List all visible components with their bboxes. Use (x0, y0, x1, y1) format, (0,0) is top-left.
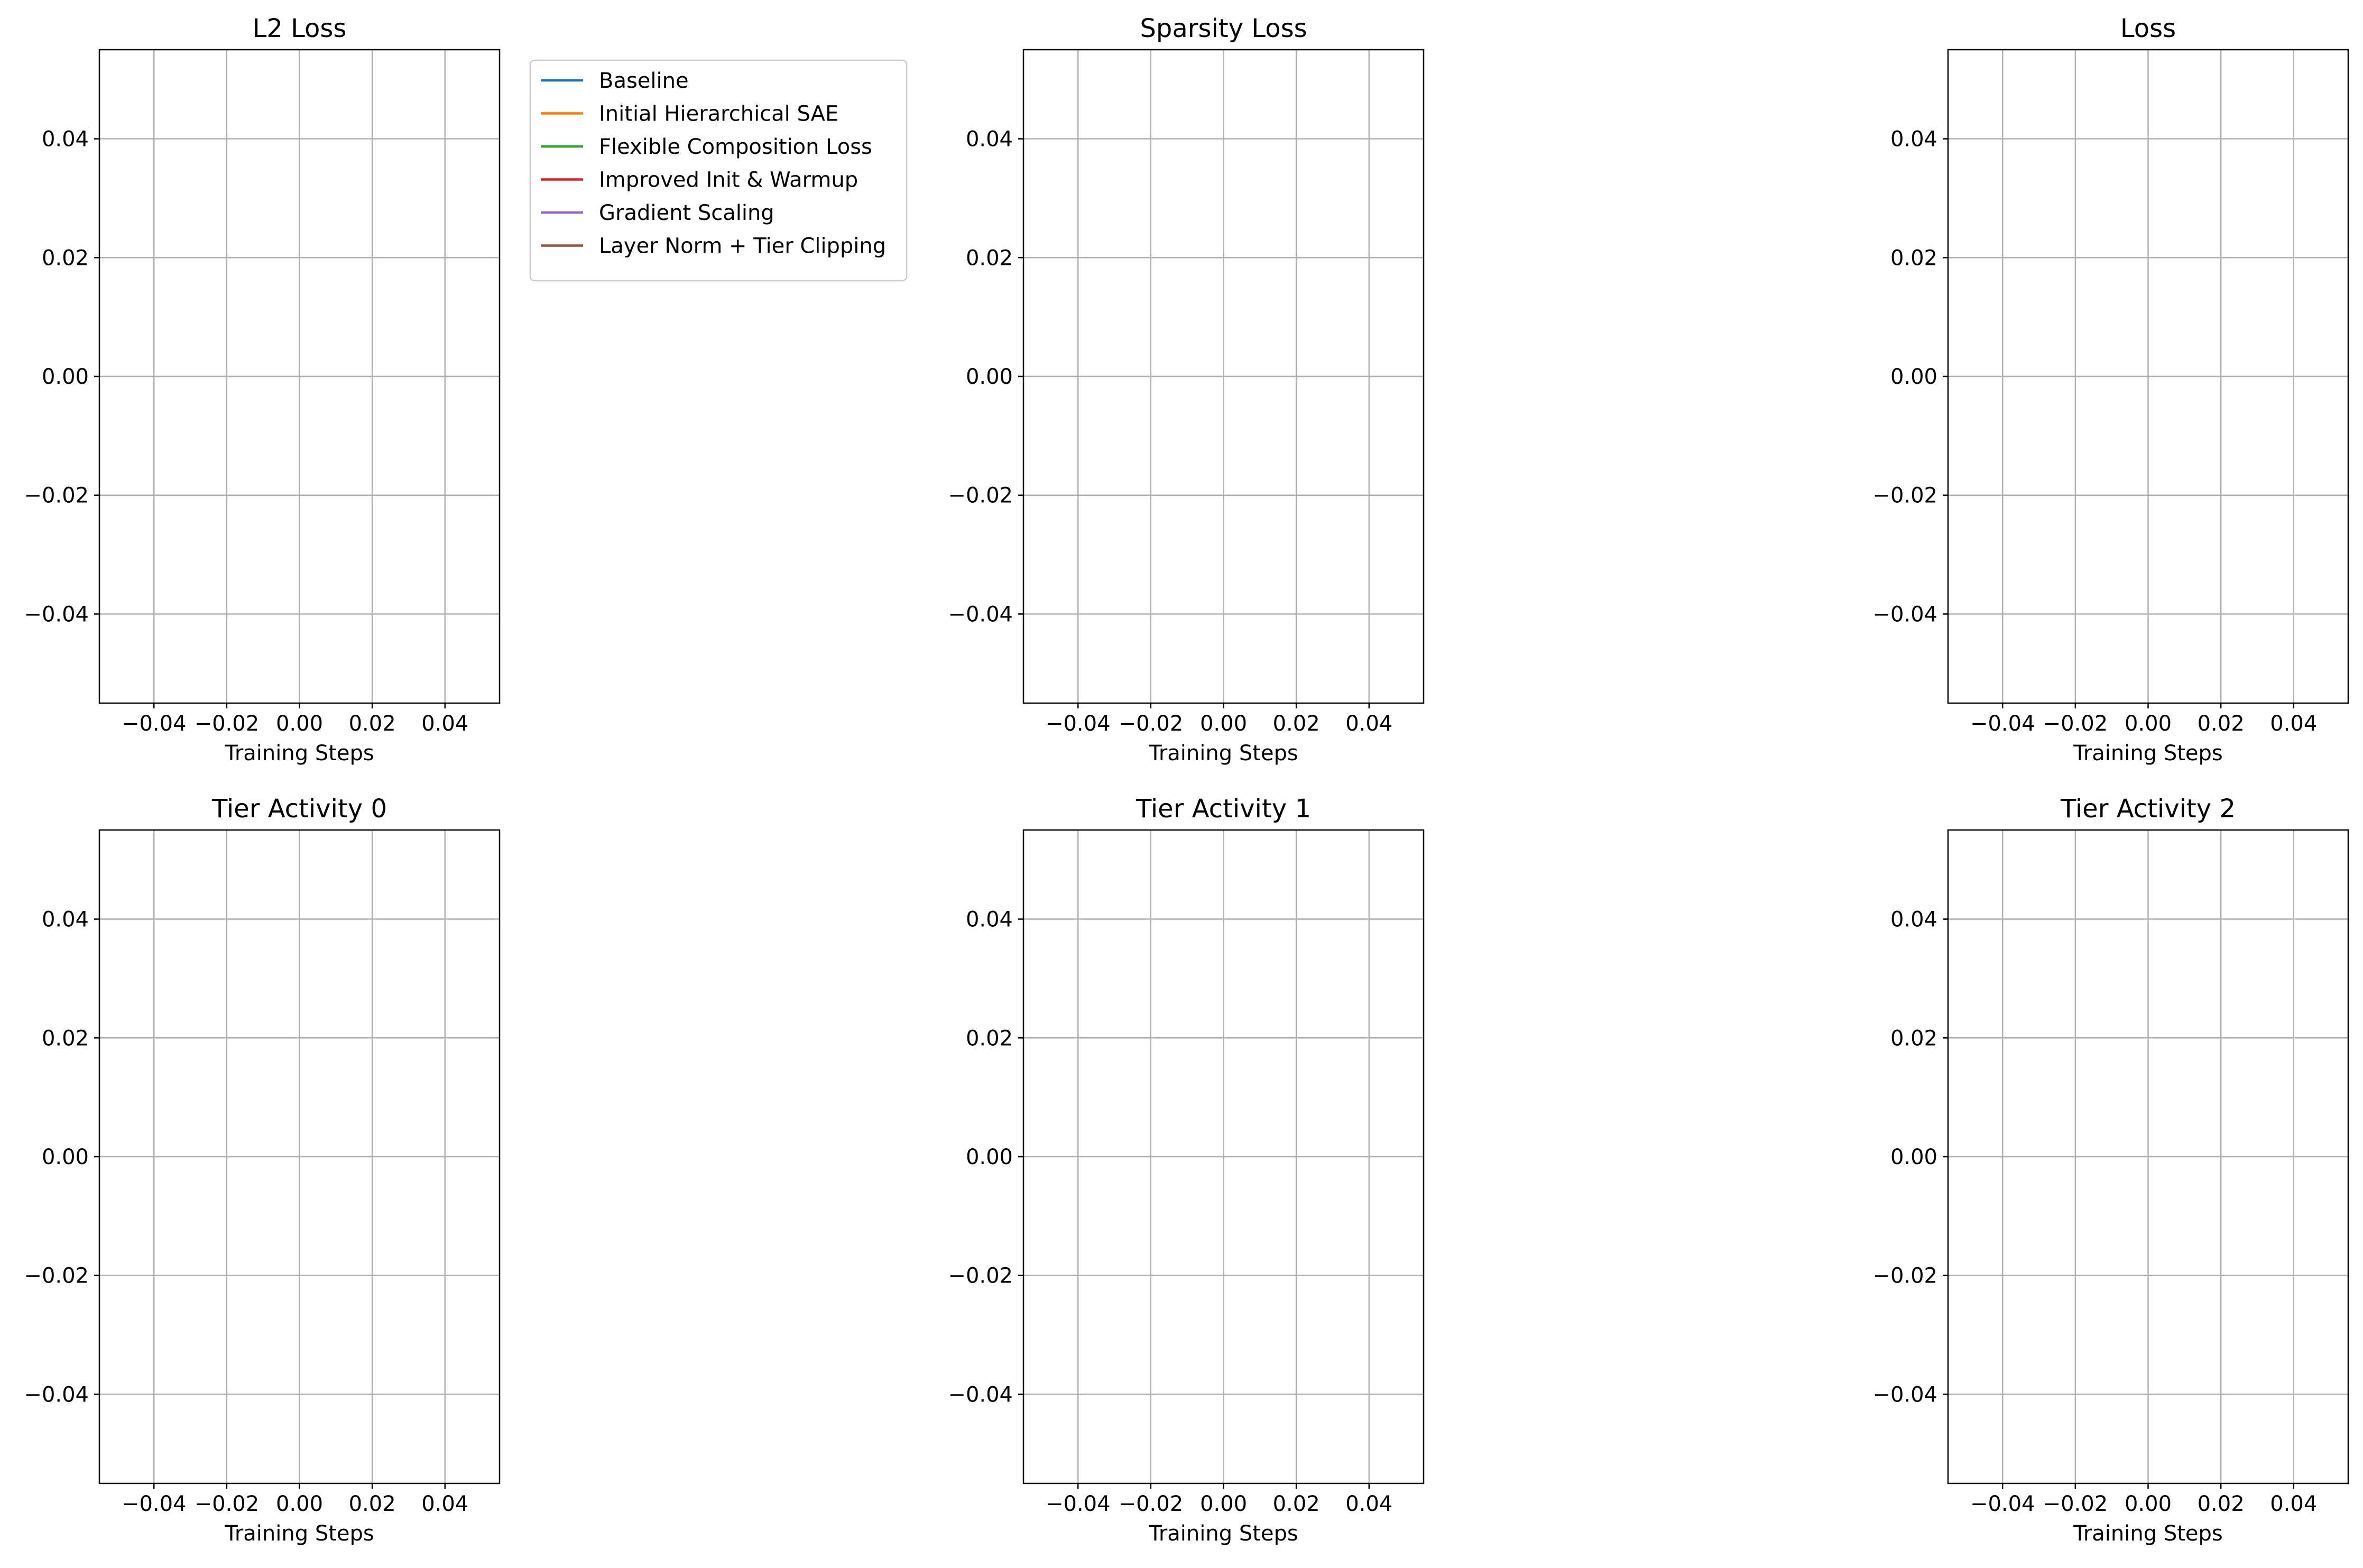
legend-label: Baseline (599, 69, 689, 93)
x-tick-label: 0.04 (2270, 1492, 2317, 1516)
x-tick-label: 0.00 (276, 1492, 323, 1516)
y-tick-label: 0.04 (966, 908, 1013, 932)
x-axis-label: Training Steps (224, 1521, 374, 1546)
x-tick-label: 0.00 (276, 712, 323, 736)
x-tick-label: 0.04 (1345, 1492, 1392, 1516)
y-tick-label: −0.04 (1872, 602, 1937, 626)
x-tick-label: −0.02 (195, 1492, 260, 1516)
legend-label: Initial Hierarchical SAE (599, 102, 838, 126)
chart-panel: −0.04 −0.02 0.00 0.02 0.04 −0.04 −0.02 0.00 0.02… (948, 14, 1425, 765)
panel-title: L2 Loss (253, 14, 347, 43)
x-tick-label: 0.04 (1345, 712, 1392, 736)
y-tick-label: 0.04 (1890, 908, 1937, 932)
y-tick-label: 0.02 (1890, 246, 1937, 270)
panel-title: Sparsity Loss (1140, 14, 1307, 43)
y-tick-label: 0.02 (42, 246, 89, 270)
x-tick-label: 0.02 (349, 712, 396, 736)
x-axis-label: Training Steps (2073, 1521, 2222, 1546)
panel-title: Tier Activity 0 (211, 794, 387, 824)
panel-title: Tier Activity 2 (2060, 794, 2236, 824)
x-tick-label: −0.04 (122, 1492, 187, 1516)
y-tick-label: −0.02 (948, 484, 1013, 508)
y-tick-label: 0.00 (42, 365, 89, 389)
x-tick-label: 0.02 (349, 1492, 396, 1516)
x-tick-label: −0.02 (1119, 712, 1184, 736)
chart-panel: −0.04 −0.02 0.00 0.02 0.04 −0.04 −0.02 0.00 0.02… (1872, 14, 2349, 765)
x-axis-label: Training Steps (224, 741, 374, 765)
panel-title: Loss (2120, 14, 2176, 43)
panel-title: Tier Activity 1 (1136, 794, 1311, 824)
y-tick-label: −0.04 (24, 1382, 89, 1407)
legend-box (529, 59, 908, 282)
x-axis-label: Training Steps (1148, 741, 1298, 765)
chart-panel: −0.04 −0.02 0.00 0.02 0.04 −0.04 −0.02 0.00 0.02… (24, 14, 908, 765)
x-tick-label: −0.04 (1046, 1492, 1111, 1516)
legend-label: Gradient Scaling (599, 201, 774, 225)
y-tick-label: 0.02 (1890, 1026, 1937, 1050)
y-tick-label: 0.02 (966, 246, 1013, 270)
x-tick-label: 0.00 (1200, 1492, 1247, 1516)
y-tick-label: −0.04 (948, 602, 1013, 626)
x-axis-label: Training Steps (1148, 1521, 1298, 1546)
y-tick-label: 0.00 (1890, 1145, 1937, 1169)
y-tick-label: 0.04 (966, 127, 1013, 152)
y-tick-label: 0.00 (966, 1145, 1013, 1169)
legend-label: Improved Init & Warmup (599, 168, 858, 192)
x-tick-label: −0.02 (1119, 1492, 1184, 1516)
x-tick-label: 0.00 (2125, 1492, 2172, 1516)
x-tick-label: 0.02 (2198, 1492, 2245, 1516)
x-tick-label: −0.02 (2043, 1492, 2108, 1516)
y-tick-label: 0.02 (966, 1026, 1013, 1050)
chart-panel: −0.04 −0.02 0.00 0.02 0.04 −0.04 −0.02 0.00 0.02… (948, 794, 1425, 1546)
y-tick-label: −0.02 (24, 1264, 89, 1288)
chart-panel: −0.04 −0.02 0.00 0.02 0.04 −0.04 −0.02 0.00 0.02… (1872, 794, 2349, 1546)
y-tick-label: 0.04 (1890, 127, 1937, 152)
y-tick-label: −0.02 (948, 1264, 1013, 1288)
y-tick-label: −0.02 (24, 484, 89, 508)
y-tick-label: 0.04 (42, 908, 89, 932)
x-tick-label: −0.02 (2043, 712, 2108, 736)
x-axis-label: Training Steps (2073, 741, 2222, 765)
x-tick-label: −0.04 (122, 712, 187, 736)
y-tick-label: 0.00 (42, 1145, 89, 1169)
y-tick-label: 0.04 (42, 127, 89, 152)
legend-label: Flexible Composition Loss (599, 135, 872, 159)
y-tick-label: −0.02 (1872, 484, 1937, 508)
x-tick-label: 0.02 (1273, 1492, 1320, 1516)
y-tick-label: 0.02 (42, 1026, 89, 1050)
y-tick-label: −0.04 (24, 602, 89, 626)
x-tick-label: −0.04 (1970, 1492, 2035, 1516)
y-tick-label: 0.00 (1890, 365, 1937, 389)
x-tick-label: 0.04 (421, 712, 468, 736)
x-tick-label: 0.02 (2198, 712, 2245, 736)
y-tick-label: −0.04 (948, 1382, 1013, 1407)
x-tick-label: −0.04 (1046, 712, 1111, 736)
y-tick-label: 0.00 (966, 365, 1013, 389)
legend: Baseline Initial Hierarchical SAE Flexible… (529, 59, 908, 282)
legend-label: Layer Norm + Tier Clipping (599, 234, 886, 259)
chart-panel: −0.04 −0.02 0.00 0.02 0.04 −0.04 −0.02 0.00 0.02… (24, 794, 501, 1546)
x-tick-label: 0.02 (1273, 712, 1320, 736)
y-tick-label: −0.04 (1872, 1382, 1937, 1407)
x-tick-label: 0.00 (1200, 712, 1247, 736)
x-tick-label: 0.04 (421, 1492, 468, 1516)
y-tick-label: −0.02 (1872, 1264, 1937, 1288)
x-tick-label: 0.00 (2125, 712, 2172, 736)
x-tick-label: −0.02 (195, 712, 260, 736)
x-tick-label: −0.04 (1970, 712, 2035, 736)
x-tick-label: 0.04 (2270, 712, 2317, 736)
